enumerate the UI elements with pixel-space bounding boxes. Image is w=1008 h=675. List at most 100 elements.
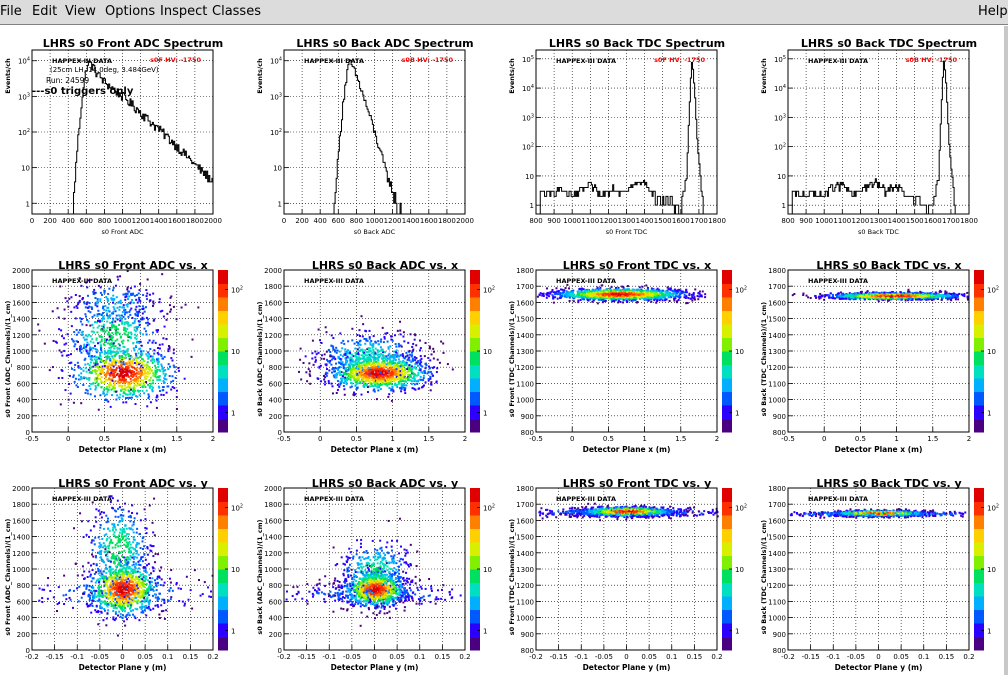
menu-view[interactable]: View xyxy=(65,4,96,19)
heatmap-cell xyxy=(132,382,134,384)
menu-help[interactable]: Help xyxy=(978,4,1008,19)
heatmap-cell xyxy=(626,295,628,297)
heatmap-cell xyxy=(704,296,706,298)
color-scale-segment xyxy=(470,365,480,369)
heatmap-cell xyxy=(365,363,367,365)
heatmap-cell xyxy=(626,298,628,300)
menu-classes[interactable]: Classes xyxy=(212,4,261,19)
heatmap-cell xyxy=(84,302,86,304)
heatmap-cell xyxy=(332,392,334,394)
heatmap-cell xyxy=(359,335,361,337)
heatmap-cell xyxy=(391,378,393,380)
menu-options[interactable]: Options xyxy=(105,4,155,19)
heatmap-cell xyxy=(88,306,90,308)
heatmap-cell xyxy=(551,294,553,296)
heatmap-cell xyxy=(106,329,108,331)
heatmap-cell xyxy=(332,337,334,339)
heatmap-cell xyxy=(377,368,379,370)
heatmap-cell xyxy=(138,299,140,301)
heatmap-cell xyxy=(589,290,591,292)
heatmap-cell xyxy=(107,300,109,302)
heatmap-cell xyxy=(89,351,91,353)
heatmap-cell xyxy=(76,334,78,336)
heatmap-cell xyxy=(126,373,128,375)
heatmap-cell xyxy=(137,313,139,315)
heatmap-cell xyxy=(373,335,375,337)
heatmap-cell xyxy=(356,376,358,378)
x-tick-label: 1000 xyxy=(815,217,833,225)
heatmap-cell xyxy=(354,374,356,376)
y-tick-label: 600 xyxy=(17,380,30,388)
heatmap-cell xyxy=(373,375,375,377)
heatmap-cell xyxy=(339,351,341,353)
heatmap-cell xyxy=(131,317,133,319)
heatmap-cell xyxy=(309,370,311,372)
heatmap-cell xyxy=(380,371,382,373)
heatmap-cell xyxy=(153,349,155,351)
heatmap-cell xyxy=(173,352,175,354)
heatmap-cell xyxy=(549,293,551,295)
heatmap-cell xyxy=(169,348,171,350)
heatmap-cell xyxy=(82,331,84,333)
heatmap-cell xyxy=(429,359,431,361)
heatmap-cell xyxy=(114,371,116,373)
heatmap-cell xyxy=(655,294,657,296)
heatmap-cell xyxy=(361,374,363,376)
x-tick-label: 1 xyxy=(642,435,646,443)
heatmap-cell xyxy=(313,364,315,366)
heatmap-cell xyxy=(85,334,87,336)
heatmap-cell xyxy=(393,351,395,353)
heatmap-cell xyxy=(386,371,388,373)
heatmap-cell xyxy=(73,331,75,333)
heatmap-cell xyxy=(300,348,302,350)
heatmap-cell xyxy=(334,350,336,352)
heatmap-cell xyxy=(396,349,398,351)
heatmap-cell xyxy=(126,295,128,297)
heatmap-cell xyxy=(563,291,565,293)
heatmap-cell xyxy=(369,330,371,332)
heatmap-cell xyxy=(564,293,566,295)
menu-inspect[interactable]: Inspect xyxy=(160,4,207,19)
heatmap-cell xyxy=(128,365,130,367)
heatmap-cell xyxy=(684,294,686,296)
heatmap-cell xyxy=(103,309,105,311)
heatmap-cell xyxy=(136,361,138,363)
heatmap-cell xyxy=(95,385,97,387)
heatmap-cell xyxy=(90,358,92,360)
x-tick-label: 1000 xyxy=(563,217,581,225)
heatmap-cell xyxy=(99,321,101,323)
heatmap-cell xyxy=(583,298,585,300)
heatmap-cell xyxy=(603,289,605,291)
heatmap-cell xyxy=(334,374,336,376)
heatmap-cell xyxy=(342,375,344,377)
y-axis-label: Events/ch xyxy=(4,58,12,94)
heatmap-cell xyxy=(630,296,632,298)
heatmap-cell xyxy=(68,298,70,300)
menu-file[interactable]: File xyxy=(0,4,22,19)
heatmap-cell xyxy=(693,292,695,294)
heatmap-cell xyxy=(372,368,374,370)
heatmap-cell xyxy=(363,352,365,354)
color-scale-segment xyxy=(722,392,732,396)
heatmap-cell xyxy=(96,358,98,360)
menu-edit[interactable]: Edit xyxy=(32,4,57,19)
root-canvas[interactable]: LHRS s0 Front ADC Spectrum 0 200 400 600 800 1… xyxy=(0,26,1008,675)
heatmap-cell xyxy=(685,297,687,299)
heatmap-cell xyxy=(122,294,124,296)
heatmap-cell xyxy=(119,348,121,350)
heatmap-cell xyxy=(161,273,163,275)
heatmap-cell xyxy=(373,361,375,363)
heatmap-cell xyxy=(142,363,144,365)
heatmap-cell xyxy=(102,317,104,319)
heatmap-cell xyxy=(565,287,567,289)
heatmap-cell xyxy=(162,343,164,345)
color-scale-segment xyxy=(470,408,480,412)
heatmap-cell xyxy=(106,298,108,300)
heatmap-cell xyxy=(112,336,114,338)
heatmap-cell xyxy=(406,368,408,370)
heatmap-cell xyxy=(151,389,153,391)
heatmap-cell xyxy=(86,301,88,303)
heatmap-cell xyxy=(112,345,114,347)
color-scale-segment xyxy=(722,422,732,426)
color-scale-segment xyxy=(218,304,228,308)
